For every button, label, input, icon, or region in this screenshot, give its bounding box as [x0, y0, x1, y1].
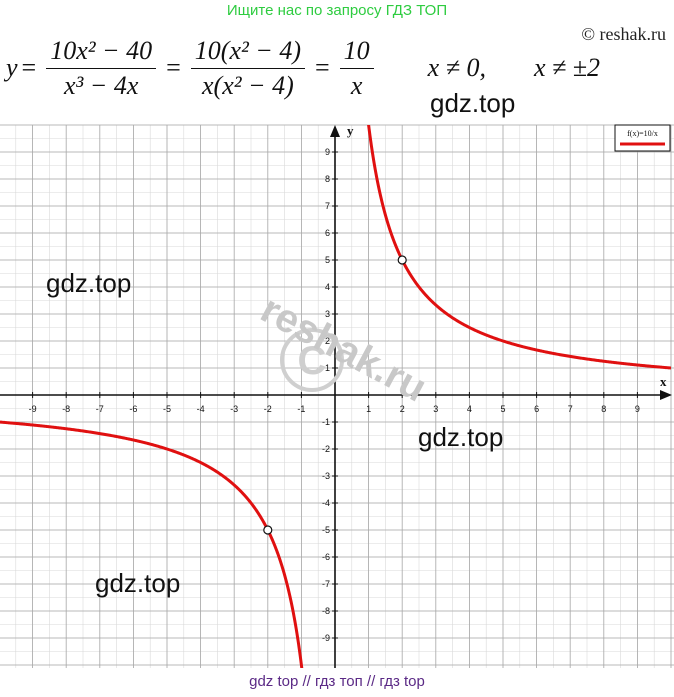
copyright-text: © reshak.ru [581, 24, 666, 44]
y-tick-label: 8 [325, 174, 330, 184]
watermark-gdz-3: gdz.top [418, 422, 504, 452]
y-tick-label: -6 [322, 552, 330, 562]
formula: y = 10x² − 40 x³ − 4x = 10(x² − 4) x(x² … [6, 30, 600, 106]
x-tick-label: 4 [467, 404, 472, 414]
fraction-3-denominator: x [350, 70, 363, 100]
y-axis-arrow [330, 125, 340, 137]
watermark-gdz-1: gdz.top [430, 88, 516, 118]
x-tick-label: 2 [400, 404, 405, 414]
x-tick-label: -6 [129, 404, 137, 414]
x-tick-label: 3 [433, 404, 438, 414]
formula-fraction-3: 10 x [339, 36, 374, 101]
y-tick-label: -1 [322, 417, 330, 427]
watermark-reshak: reshak.ru [254, 287, 434, 410]
watermark-circle-c: C [298, 339, 327, 383]
y-tick-label: -9 [322, 633, 330, 643]
y-tick-label: -8 [322, 606, 330, 616]
curve-branch-right [367, 125, 672, 370]
x-tick-label: 5 [500, 404, 505, 414]
x-tick-label: -5 [163, 404, 171, 414]
formula-fraction-2: 10(x² − 4) x(x² − 4) [190, 36, 305, 101]
x-tick-label: -9 [29, 404, 37, 414]
formula-equals-3: = [314, 53, 330, 82]
formula-condition-1: x ≠ 0, [427, 53, 486, 82]
fraction-1-denominator: x³ − 4x [63, 70, 139, 100]
fraction-2-denominator: x(x² − 4) [202, 70, 294, 100]
y-tick-label: 3 [325, 309, 330, 319]
x-axis-label: x [660, 374, 667, 389]
formula-equals-1: = [21, 53, 37, 82]
x-tick-label: -8 [62, 404, 70, 414]
x-tick-label: 1 [366, 404, 371, 414]
y-tick-label: 6 [325, 228, 330, 238]
open-point [263, 525, 273, 535]
x-tick-label: -3 [230, 404, 238, 414]
curve-branch-left [0, 420, 304, 668]
formula-condition-2: x ≠ ±2 [533, 53, 601, 82]
bottom-banner: gdz top // гдз топ // гдз top [249, 673, 425, 690]
y-tick-label: -7 [322, 579, 330, 589]
x-tick-label: -1 [297, 404, 305, 414]
open-point [397, 255, 407, 265]
y-tick-label: -5 [322, 525, 330, 535]
formula-equals-2: = [166, 53, 181, 82]
legend-box [614, 124, 671, 152]
x-tick-label: 8 [601, 404, 606, 414]
y-tick-label: 7 [325, 201, 330, 211]
x-tick-label: 6 [534, 404, 539, 414]
formula-lhs: y [6, 53, 18, 82]
watermark-gdz-4: gdz.top [95, 568, 181, 598]
y-tick-label: -2 [322, 444, 330, 454]
x-axis-arrow [660, 390, 672, 400]
watermark-circle [280, 328, 344, 392]
x-tick-label: -7 [96, 404, 104, 414]
y-tick-label: 5 [325, 255, 330, 265]
x-tick-label: 9 [635, 404, 640, 414]
y-axis-label: y [347, 123, 354, 138]
x-tick-label: 7 [568, 404, 573, 414]
fraction-1-numerator: 10x² − 40 [46, 36, 157, 69]
formula-fraction-1: 10x² − 40 x³ − 4x [46, 36, 157, 101]
y-tick-label: -3 [322, 471, 330, 481]
top-banner: Ищите нас по запросу ГДЗ ТОП [226, 2, 448, 19]
y-tick-label: 2 [325, 336, 330, 346]
y-tick-label: 4 [325, 282, 330, 292]
y-tick-label: 9 [325, 147, 330, 157]
legend-label: f(x)=10/x [627, 129, 658, 138]
y-tick-label: 1 [325, 363, 330, 373]
x-tick-label: -2 [264, 404, 272, 414]
fraction-2-numerator: 10(x² − 4) [190, 36, 305, 69]
x-tick-label: -4 [197, 404, 205, 414]
y-tick-label: -4 [322, 498, 330, 508]
watermark-gdz-2: gdz.top [46, 268, 132, 298]
fraction-3-numerator: 10 [339, 36, 374, 69]
